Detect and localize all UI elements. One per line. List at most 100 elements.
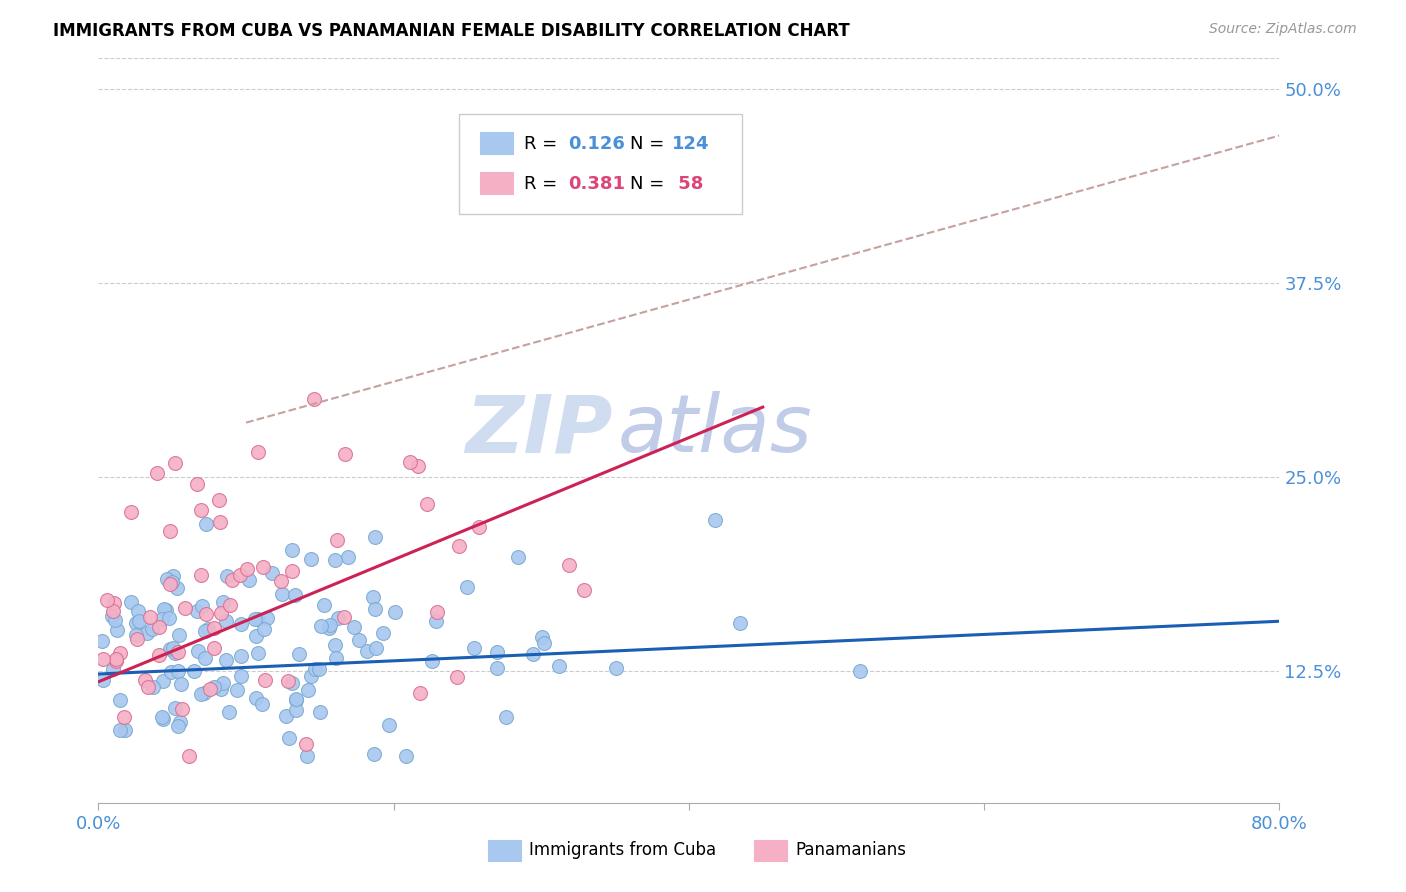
Point	[304, 662, 326, 676]
Point	[333, 447, 356, 461]
Point	[343, 620, 366, 634]
Point	[420, 654, 443, 668]
Point	[101, 609, 124, 624]
Point	[162, 641, 184, 656]
Point	[506, 550, 529, 565]
Point	[463, 640, 485, 655]
Point	[297, 682, 319, 697]
Point	[219, 599, 242, 613]
Point	[295, 737, 318, 751]
Point	[104, 654, 127, 668]
Point	[194, 624, 217, 639]
Point	[446, 670, 468, 684]
Point	[274, 709, 297, 723]
Point	[308, 705, 330, 719]
FancyBboxPatch shape	[458, 114, 742, 214]
Point	[195, 607, 218, 621]
Point	[169, 677, 191, 691]
Point	[281, 564, 304, 578]
Point	[522, 647, 544, 661]
Point	[229, 668, 252, 682]
Point	[194, 516, 217, 531]
Point	[217, 569, 239, 583]
Point	[114, 710, 136, 724]
Point	[703, 513, 725, 527]
Point	[138, 680, 160, 694]
Point	[361, 590, 384, 604]
Text: N =: N =	[630, 135, 669, 153]
Point	[209, 606, 232, 620]
Point	[183, 664, 205, 678]
Text: R =: R =	[523, 135, 562, 153]
Point	[186, 476, 208, 491]
Point	[105, 652, 128, 666]
Point	[395, 749, 418, 764]
Point	[728, 616, 751, 631]
Point	[90, 634, 112, 648]
Text: 0.126: 0.126	[568, 135, 626, 153]
Point	[236, 562, 259, 576]
Point	[247, 445, 270, 459]
Point	[229, 568, 252, 582]
Point	[384, 605, 406, 619]
Point	[309, 618, 332, 632]
Point	[218, 706, 240, 720]
Bar	[479, 172, 513, 194]
Point	[221, 574, 243, 588]
Point	[167, 719, 190, 733]
Point	[156, 572, 179, 586]
Point	[190, 568, 212, 582]
Point	[531, 631, 554, 645]
Point	[285, 693, 308, 707]
Point	[323, 553, 346, 567]
Point	[284, 588, 307, 602]
Point	[277, 731, 299, 745]
Point	[155, 603, 177, 617]
Point	[326, 533, 349, 547]
Point	[202, 641, 225, 656]
Point	[399, 455, 422, 469]
Point	[139, 610, 162, 624]
Point	[101, 604, 124, 618]
Point	[198, 681, 221, 696]
Text: Immigrants from Cuba: Immigrants from Cuba	[530, 841, 717, 860]
Point	[211, 676, 233, 690]
Text: R =: R =	[523, 175, 562, 193]
Point	[449, 539, 471, 553]
Point	[486, 661, 509, 675]
Point	[378, 718, 401, 732]
Point	[163, 456, 186, 470]
Point	[468, 520, 491, 534]
Point	[148, 648, 170, 663]
Point	[91, 673, 114, 687]
Point	[425, 614, 447, 628]
Text: 124: 124	[672, 135, 710, 153]
Text: Source: ZipAtlas.com: Source: ZipAtlas.com	[1209, 22, 1357, 37]
Point	[849, 665, 872, 679]
Point	[120, 595, 142, 609]
Point	[208, 492, 231, 507]
Point	[127, 604, 149, 618]
Point	[406, 458, 429, 473]
Point	[557, 558, 579, 572]
Point	[256, 611, 278, 625]
Point	[136, 626, 159, 640]
Point	[215, 614, 238, 628]
Point	[238, 573, 260, 587]
Point	[363, 747, 385, 761]
Point	[134, 673, 156, 687]
Point	[91, 652, 114, 666]
Text: N =: N =	[630, 175, 669, 193]
Point	[167, 664, 190, 678]
Point	[281, 542, 304, 557]
Point	[245, 690, 267, 705]
Point	[157, 611, 180, 625]
Point	[160, 574, 183, 589]
Point	[215, 653, 238, 667]
Point	[243, 612, 266, 626]
Text: 0.381: 0.381	[568, 175, 626, 193]
Point	[169, 714, 191, 729]
Text: Panamanians: Panamanians	[796, 841, 907, 860]
Point	[252, 622, 274, 636]
Point	[114, 723, 136, 737]
